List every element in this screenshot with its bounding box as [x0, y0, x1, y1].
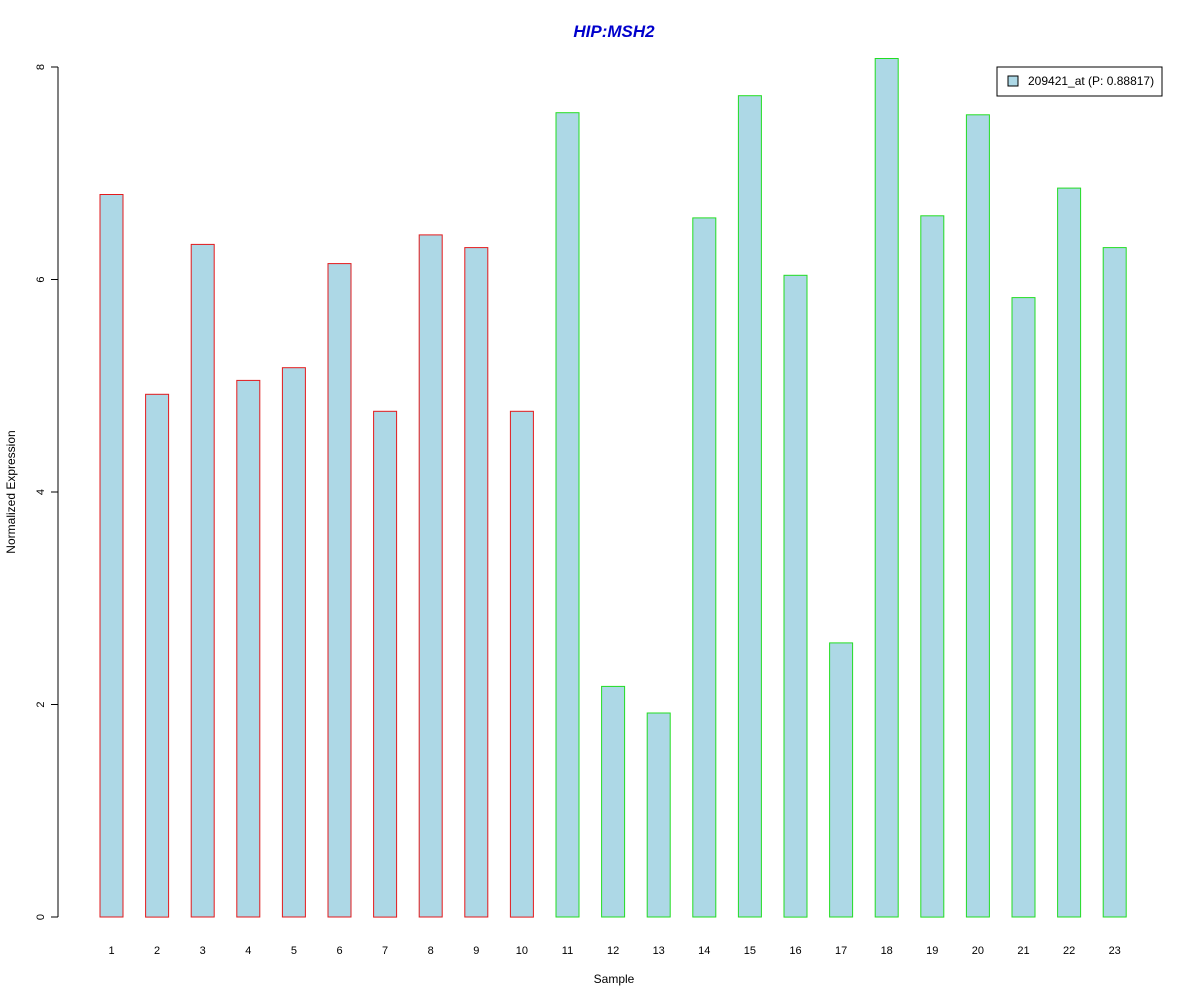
y-axis-label: Normalized Expression	[4, 430, 18, 553]
x-tick-label: 10	[516, 945, 528, 957]
x-tick-label: 15	[744, 945, 756, 957]
bar-sample-9	[464, 247, 489, 918]
bar-sample-7	[373, 410, 398, 918]
x-tick-label: 19	[926, 945, 938, 957]
bar-sample-2	[145, 393, 170, 918]
x-tick-label: 13	[653, 945, 665, 957]
x-tick-label: 8	[428, 945, 434, 957]
y-tick-label: 8	[35, 64, 47, 70]
legend-box	[996, 66, 1163, 97]
chart-title: HIP:MSH2	[573, 22, 655, 41]
x-tick-label: 1	[108, 945, 114, 957]
x-tick-label: 18	[881, 945, 893, 957]
bar-sample-21	[1011, 297, 1036, 918]
legend: 209421_at (P: 0.88817)	[996, 66, 1163, 97]
bar-sample-14	[692, 217, 717, 918]
bar-sample-20	[965, 114, 990, 918]
bars-group	[99, 58, 1127, 918]
x-tick-label: 17	[835, 945, 847, 957]
bar-sample-3	[190, 243, 215, 918]
y-tick-label: 2	[35, 701, 47, 707]
x-tick-label: 4	[245, 945, 251, 957]
x-tick-label: 3	[200, 945, 206, 957]
bar-sample-12	[601, 685, 626, 918]
bar-sample-15	[737, 95, 762, 918]
x-tick-label: 11	[562, 945, 573, 957]
bar-sample-1	[99, 194, 124, 918]
bar-sample-6	[327, 263, 352, 918]
bar-sample-5	[281, 367, 306, 918]
x-tick-label: 2	[154, 945, 160, 957]
bar-sample-16	[783, 274, 808, 918]
x-tick-label: 16	[789, 945, 801, 957]
legend-label: 209421_at (P: 0.88817)	[1028, 74, 1154, 88]
bar-sample-4	[236, 379, 261, 918]
bar-sample-22	[1057, 187, 1082, 918]
x-tick-label: 9	[473, 945, 479, 957]
x-tick-label: 5	[291, 945, 297, 957]
bar-sample-19	[920, 215, 945, 918]
x-tick-labels: 1 2 3 4 5 6 7 8 9 10 11 12 13 14 15 16 17 18 19 20 21 22 23	[108, 945, 1120, 957]
bar-sample-18	[874, 58, 899, 918]
y-tick-label: 0	[35, 914, 47, 920]
y-tick-label: 6	[35, 276, 47, 282]
x-axis-label: Sample	[594, 972, 635, 986]
x-tick-label: 12	[607, 945, 619, 957]
x-tick-label: 6	[336, 945, 342, 957]
x-tick-label: 7	[382, 945, 388, 957]
x-tick-label: 20	[972, 945, 984, 957]
bar-sample-17	[829, 642, 854, 918]
bar-sample-23	[1102, 247, 1127, 918]
x-tick-label: 14	[698, 945, 710, 957]
bar-sample-11	[555, 112, 580, 918]
bar-sample-13	[646, 712, 671, 918]
legend-swatch	[1007, 75, 1019, 87]
x-tick-label: 21	[1017, 945, 1029, 957]
x-tick-label: 23	[1109, 945, 1121, 957]
y-axis-ticks: 0 2 4 6 8	[35, 64, 58, 920]
x-tick-label: 22	[1063, 945, 1075, 957]
bar-sample-10	[509, 410, 534, 918]
bar-sample-8	[418, 234, 443, 918]
y-tick-label: 4	[35, 489, 47, 495]
